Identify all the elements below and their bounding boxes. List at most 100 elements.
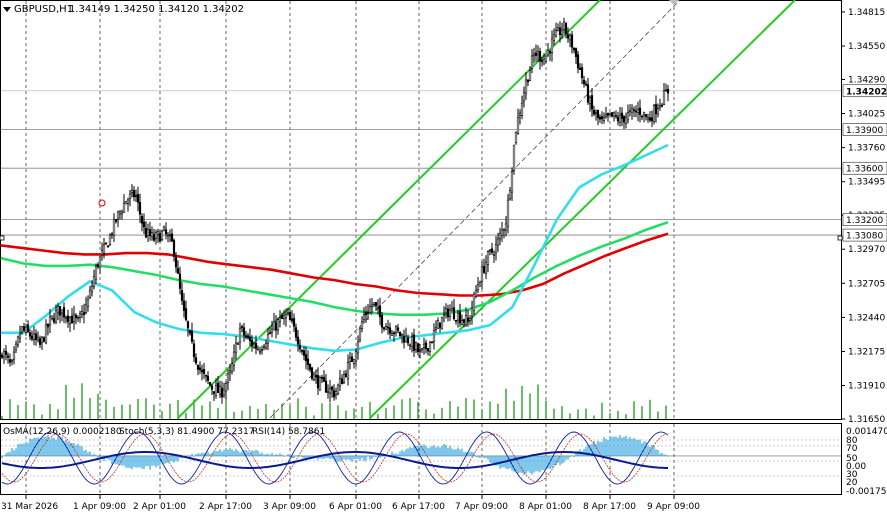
- level-label-box: [842, 123, 887, 136]
- candle-body: [308, 363, 312, 370]
- candle-body: [34, 333, 38, 340]
- candle-body: [380, 315, 384, 328]
- candle-body: [314, 374, 318, 378]
- ma-200-red-line: [0, 232, 669, 297]
- candle-body: [408, 344, 412, 347]
- candle-body: [348, 357, 352, 363]
- candle-body: [306, 358, 310, 366]
- candle-body: [36, 337, 40, 341]
- candle-body: [64, 317, 68, 319]
- candle-body: [118, 211, 122, 215]
- candle-body: [506, 199, 510, 227]
- candle-body: [336, 384, 340, 395]
- candle-body: [538, 51, 542, 62]
- level-handle-right[interactable]: [837, 235, 843, 241]
- candle-body: [310, 367, 314, 379]
- candle-body: [528, 70, 532, 82]
- moving-averages: [0, 143, 669, 353]
- candle-body: [88, 289, 92, 298]
- candle-body: [642, 111, 646, 115]
- symbol-label: GBPUSD,H1: [14, 4, 73, 15]
- candle-body: [360, 321, 364, 329]
- candle-body: [154, 232, 158, 239]
- candle-body: [320, 377, 324, 379]
- level-label-box: [842, 213, 887, 226]
- candle-body: [180, 290, 184, 301]
- candle-body: [572, 47, 576, 51]
- candle-body: [102, 244, 106, 254]
- candle-body: [592, 109, 596, 115]
- candle-body: [626, 112, 630, 121]
- candle-body: [206, 375, 210, 381]
- candle-body: [152, 233, 156, 241]
- symbol-dropdown-icon[interactable]: [3, 7, 11, 12]
- candle-body: [504, 223, 508, 231]
- stoch-readout: Stoch(5,3,3) 81.4900 77.2317: [119, 427, 254, 437]
- candle-body: [52, 318, 56, 323]
- candle-body: [158, 233, 162, 242]
- candle-body: [436, 320, 440, 329]
- candle-body: [300, 349, 304, 352]
- candle-body: [26, 324, 30, 332]
- candle-body: [614, 115, 618, 117]
- candle-body: [202, 369, 206, 374]
- candle-body: [316, 375, 320, 389]
- candle-body: [328, 387, 332, 394]
- candle-body: [150, 232, 154, 238]
- candle-body: [482, 266, 486, 273]
- candle-body: [286, 312, 290, 315]
- candle-body: [610, 112, 614, 117]
- candle-body: [294, 327, 298, 338]
- candle-body: [442, 313, 446, 316]
- candle-body: [280, 314, 284, 320]
- stoch-axis-label: 20: [846, 478, 858, 488]
- candle-body: [520, 102, 524, 116]
- level-handle-left[interactable]: [0, 235, 5, 241]
- level-label-text: 1.33600: [846, 165, 883, 175]
- candle-body: [450, 308, 454, 312]
- candle-body: [108, 234, 112, 246]
- candle-body: [162, 226, 166, 231]
- candle-body: [14, 343, 18, 351]
- candle-body: [116, 211, 120, 220]
- time-tick-label: 9 Apr 09:00: [647, 502, 700, 512]
- candle-body: [260, 349, 264, 351]
- candle-body: [666, 88, 670, 94]
- candle-body: [552, 34, 556, 41]
- candle-body: [596, 109, 600, 118]
- candle-body: [16, 336, 20, 346]
- candle-body: [128, 193, 132, 199]
- candle-body: [38, 338, 42, 345]
- candle-body: [138, 202, 142, 215]
- candle-body: [372, 302, 376, 305]
- rsi-axis-label: 70: [846, 444, 858, 454]
- candle-body: [608, 112, 612, 115]
- candle-body: [224, 383, 228, 392]
- candle-body: [192, 343, 196, 358]
- candle-body: [174, 257, 178, 268]
- candle-body: [110, 233, 114, 236]
- price-tick-label: 1.34815: [848, 8, 885, 18]
- candle-body: [322, 376, 326, 382]
- channel-upper-line: [177, 0, 601, 419]
- candle-body: [352, 359, 356, 365]
- candle-body: [370, 304, 374, 308]
- candle-body: [104, 242, 108, 245]
- candle-body: [486, 251, 490, 265]
- level-label-text: 1.34202: [846, 87, 887, 97]
- candle-body: [42, 337, 46, 342]
- price-tick-label: 1.32175: [848, 347, 885, 357]
- candle-body: [540, 59, 544, 63]
- candle-body: [256, 348, 260, 351]
- candle-body: [532, 53, 536, 57]
- candle-body: [24, 326, 28, 333]
- candle-body: [262, 346, 266, 348]
- candle-body: [630, 108, 634, 113]
- candle-body: [278, 317, 282, 322]
- candle-body: [120, 211, 124, 215]
- candle-body: [394, 326, 398, 334]
- candle-body: [68, 316, 72, 325]
- candle-body: [160, 230, 164, 240]
- candle-body: [562, 21, 566, 30]
